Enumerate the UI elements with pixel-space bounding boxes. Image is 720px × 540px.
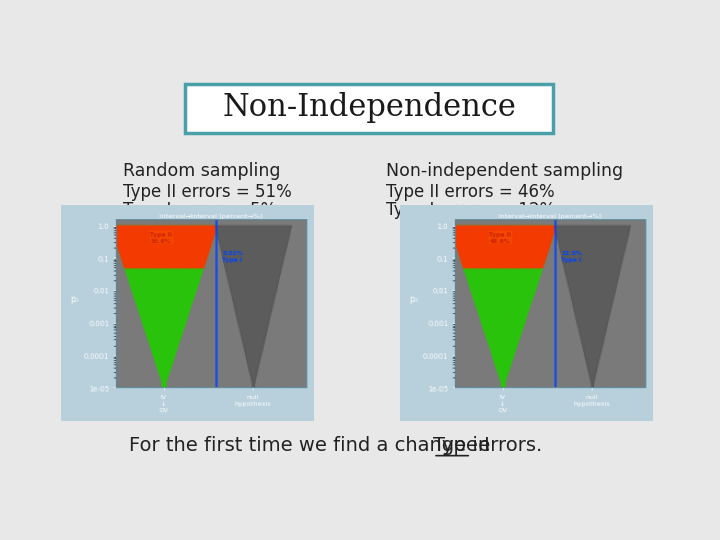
Text: Type II errors = 51%: Type II errors = 51% <box>124 183 292 201</box>
Text: Type I: Type I <box>433 436 490 455</box>
Text: errors.: errors. <box>472 436 542 455</box>
FancyBboxPatch shape <box>185 84 553 133</box>
Text: Type I errors =  12%: Type I errors = 12% <box>386 201 555 219</box>
Text: Type II errors = 46%: Type II errors = 46% <box>386 183 554 201</box>
Text: Non-Independence: Non-Independence <box>222 92 516 123</box>
Text: Random sampling: Random sampling <box>124 162 281 180</box>
Text: Non-independent sampling: Non-independent sampling <box>386 162 623 180</box>
Text: For the first time we find a change in: For the first time we find a change in <box>129 436 496 455</box>
Text: Type I errors = 5%: Type I errors = 5% <box>124 201 276 219</box>
